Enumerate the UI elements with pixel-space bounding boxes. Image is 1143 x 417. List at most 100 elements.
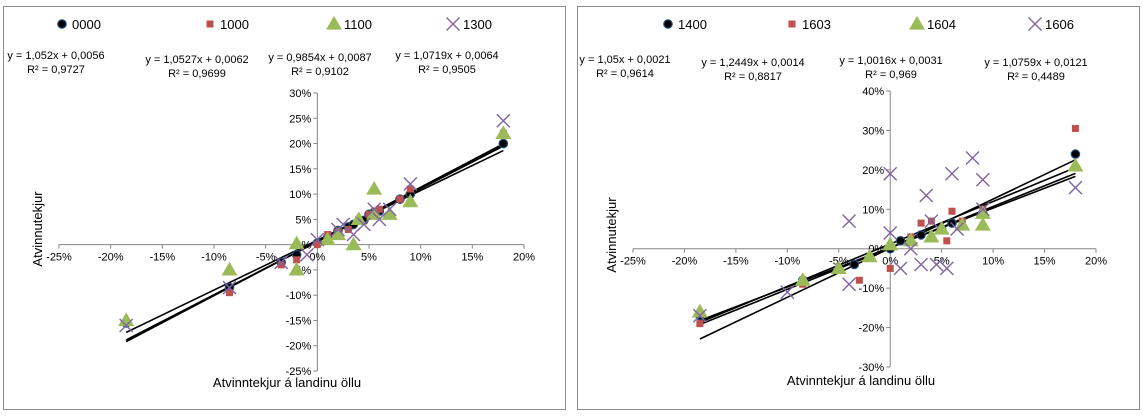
chart-right-legend-label-1606: 1606 <box>1045 17 1074 32</box>
chart-right-point-1606 <box>893 261 908 276</box>
chart-right-legend-label-1603: 1603 <box>802 17 831 32</box>
chart-left-x-tick-label: -10% <box>201 252 227 264</box>
chart-right-point-1604 <box>974 205 991 219</box>
chart-left-equation-1100: y = 0,9854x + 0,0087 <box>268 52 371 64</box>
chart-right-equation-1400: y = 1,05x + 0,0021 <box>579 54 670 66</box>
chart-left-legend-label-1000: 1000 <box>220 17 249 32</box>
chart-right-point-1603 <box>948 207 956 215</box>
chart-left-point-0000 <box>498 138 509 149</box>
chart-right-point-1400 <box>1070 149 1081 159</box>
chart-left-x-axis-title: Atvinntekjur á landinu öllu <box>213 375 361 390</box>
chart-left-point-1300 <box>403 176 418 191</box>
chart-right-svg: -25%-20%-15%-10%-5%0%5%10%15%20%-30%-20%… <box>579 16 1107 388</box>
chart-right-r2-1606: R² = 0,4489 <box>1007 71 1065 83</box>
chart-right-point-1606 <box>975 202 990 217</box>
chart-left-point-1100 <box>381 206 398 220</box>
chart-right-x-tick-label: -25% <box>620 256 646 268</box>
chart-right-point-1606 <box>842 277 857 292</box>
chart-left-point-1100 <box>221 261 238 276</box>
chart-left-point-1100 <box>345 236 362 251</box>
chart-left-legend-label-1100: 1100 <box>344 17 372 32</box>
chart-left-point-1000 <box>293 256 301 264</box>
chart-right-point-1606 <box>965 151 980 166</box>
chart-left-point-1100 <box>350 211 367 225</box>
chart-right-y-tick-label: 10% <box>862 204 884 216</box>
chart-right-equation-1606: y = 1,0759x + 0,0121 <box>984 57 1087 69</box>
chart-left-x-tick-label: -25% <box>46 252 72 264</box>
chart-right-x-tick-label: 0% <box>882 256 898 268</box>
chart-left-y-axis-title: Atvinnutekjur <box>30 191 45 267</box>
chart-left-point-1300 <box>367 202 382 217</box>
chart-left-r2-1100: R² = 0,9102 <box>291 66 349 78</box>
chart-right-point-1604 <box>923 228 940 243</box>
chart-left-equation-0000: y = 1,052x + 0,0056 <box>7 50 104 62</box>
chart-right-point-1604 <box>861 248 878 263</box>
chart-right-legend-marker-1606 <box>1028 17 1042 31</box>
chart-right-point-1604 <box>882 236 899 251</box>
chart-left-point-1100 <box>288 235 305 250</box>
chart-right-x-tick-label: 15% <box>1034 256 1056 268</box>
chart-right-point-1400 <box>895 236 906 246</box>
chart-right-point-1604 <box>1067 157 1084 172</box>
chart-right-x-tick-label: -10% <box>774 256 800 268</box>
chart-right-point-1606 <box>1068 180 1083 195</box>
chart-left-point-1100 <box>495 125 512 140</box>
chart-left-point-1300 <box>382 202 397 217</box>
chart-right-point-1603 <box>1071 124 1079 132</box>
chart-left-r2-1300: R² = 0,9505 <box>418 64 476 76</box>
chart-left-r2-0000: R² = 0,9727 <box>27 64 85 76</box>
chart-left-y-tick-label: -15% <box>286 315 312 327</box>
chart-left-legend-marker-1000 <box>206 20 214 28</box>
chart-right-point-1606 <box>883 225 898 240</box>
chart-right-y-axis-title: Atvinnutekjur <box>604 197 619 273</box>
chart-left-point-1000 <box>226 289 233 297</box>
chart-left-y-tick-label: 10% <box>289 189 311 201</box>
chart-right-x-tick-label: -20% <box>672 256 698 268</box>
chart-left-y-tick-label: -25% <box>286 366 312 378</box>
chart-right-legend-marker-1604 <box>909 16 925 30</box>
chart-right-point-1606 <box>692 308 707 323</box>
chart-right-point-1603 <box>855 276 863 284</box>
chart-left-legend-marker-1100 <box>326 16 342 30</box>
chart-right-point-1604 <box>830 260 847 275</box>
chart-left-point-1300 <box>496 113 511 128</box>
chart-right-legend-label-1400: 1400 <box>678 17 707 32</box>
chart-right-point-1604 <box>902 232 919 247</box>
chart-right-point-1606 <box>780 285 795 300</box>
chart-left-point-1100 <box>319 231 336 246</box>
chart-left-y-tick-label: 20% <box>289 139 311 151</box>
chart-right-x-tick-label: 5% <box>934 256 950 268</box>
chart-right-y-tick-label: -10% <box>859 283 885 295</box>
chart-left-x-tick-label: 15% <box>461 252 483 264</box>
chart-right-point-1606 <box>975 172 990 187</box>
chart-right-point-1606 <box>924 214 939 229</box>
chart-left: -25% -20% -15% -10% -5% 0% 5% 10% 15% 20% -25% -20%… <box>3 6 566 410</box>
chart-left-y-tick-label: 15% <box>289 164 311 176</box>
chart-left-point-1100 <box>288 261 305 276</box>
chart-left-point-1100 <box>366 206 383 220</box>
chart-right: -25%-20%-15%-10%-5%0%5%10%15%20%-30%-20%… <box>577 6 1140 410</box>
chart-left-point-1300 <box>222 280 237 295</box>
chart-right-x-tick-label: 10% <box>982 256 1004 268</box>
chart-left-x-tick-label: -15% <box>149 252 175 264</box>
chart-right-legend-label-1604: 1604 <box>927 17 956 32</box>
chart-left-r2-1000: R² = 0,9699 <box>168 68 226 80</box>
chart-right-point-1606 <box>914 257 929 272</box>
chart-right-legend-marker-1603 <box>788 20 796 28</box>
chart-left-legend-label-0000: 0000 <box>72 17 101 32</box>
chart-left-point-1000 <box>313 241 321 249</box>
chart-right-y-tick-label: -20% <box>859 323 885 335</box>
chart-left-y-tick-label: 25% <box>289 113 311 125</box>
chart-right-x-tick-label: -15% <box>723 256 749 268</box>
chart-right-y-tick-label: -30% <box>859 362 885 374</box>
chart-right-point-1606 <box>950 222 965 236</box>
chart-left-equation-1000: y = 1,0527x + 0,0062 <box>145 54 248 66</box>
chart-right-point-1603 <box>943 237 951 245</box>
chart-right-equation-1603: y = 1,2449x + 0,0014 <box>701 57 804 69</box>
chart-right-point-1604 <box>974 217 991 231</box>
chart-left-point-1000 <box>277 261 285 269</box>
chart-right-y-tick-label: 30% <box>862 125 884 137</box>
chart-right-point-1400 <box>916 230 926 240</box>
chart-left-legend-marker-1300 <box>446 17 460 31</box>
chart-right-point-1604 <box>794 272 811 286</box>
